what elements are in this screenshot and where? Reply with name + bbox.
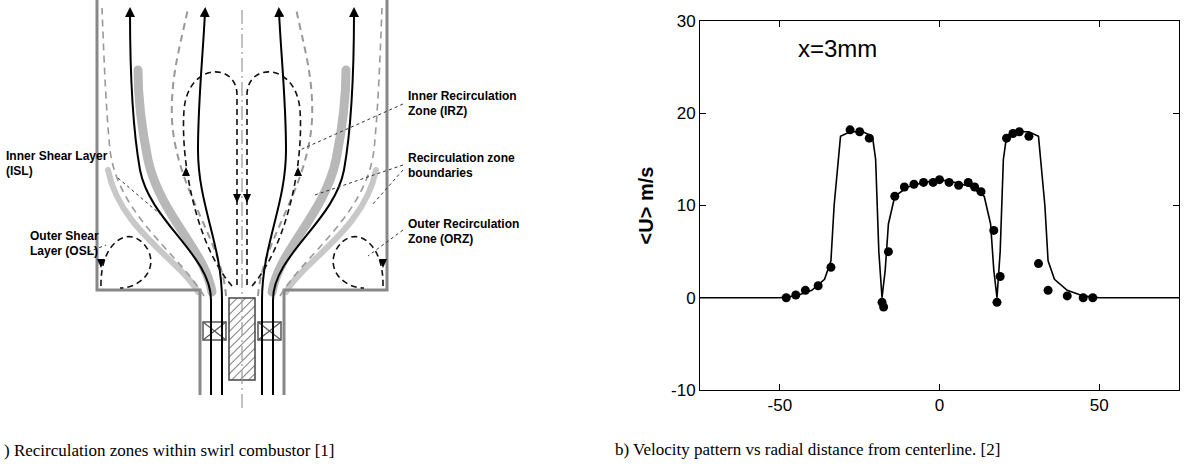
html-text:b) Velocity pattern vs radial: b) Velocity pattern vs radial distance f… xyxy=(615,440,1001,459)
svg-text:20: 20 xyxy=(677,104,696,123)
svg-text:-50: -50 xyxy=(768,396,793,415)
svg-text:x=3mm: x=3mm xyxy=(798,35,877,62)
svg-text:Outer ShearLayer (OSL): Outer ShearLayer (OSL) xyxy=(30,229,99,258)
svg-text:Inner RecirculationZone (IRZ): Inner RecirculationZone (IRZ) xyxy=(408,89,517,118)
svg-text:Recirculation zoneboundaries: Recirculation zoneboundaries xyxy=(408,151,515,180)
svg-text:50: 50 xyxy=(1090,396,1109,415)
svg-text:0: 0 xyxy=(935,396,944,415)
svg-text:<U> m/s: <U> m/s xyxy=(635,167,657,245)
svg-text:) Recirculation zones within s: ) Recirculation zones within swirl combu… xyxy=(4,441,334,460)
svg-text:10: 10 xyxy=(677,196,696,215)
svg-text:30: 30 xyxy=(677,12,696,31)
svg-text:Inner Shear Layer(ISL): Inner Shear Layer(ISL) xyxy=(6,149,108,178)
svg-text:0: 0 xyxy=(686,289,695,308)
svg-text:Outer RecirculationZone (ORZ): Outer RecirculationZone (ORZ) xyxy=(408,217,519,246)
svg-text:-10: -10 xyxy=(671,381,696,400)
